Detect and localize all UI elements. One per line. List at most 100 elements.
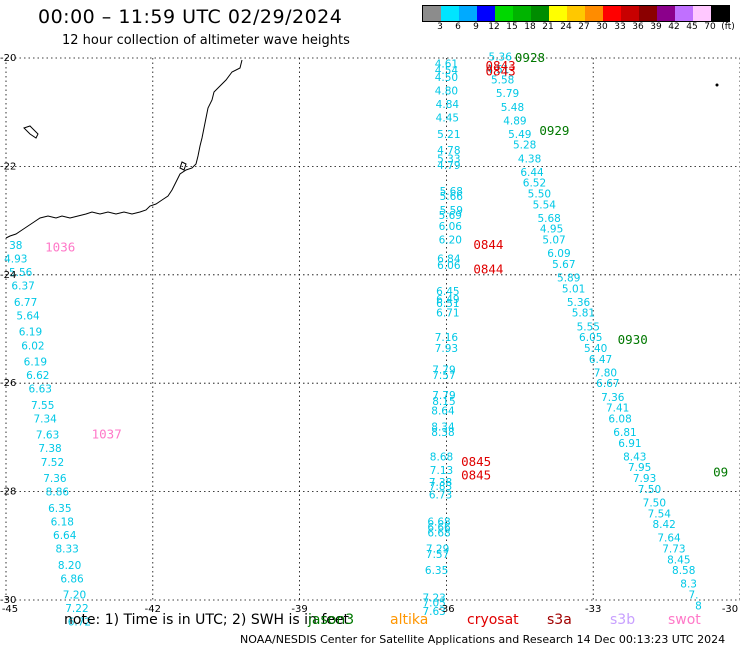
x-tick-label: -45 bbox=[2, 604, 18, 615]
wave-height-value: 6.73 bbox=[429, 489, 452, 501]
wave-height-value: 8 bbox=[695, 600, 702, 612]
wave-height-value: 7.57 bbox=[426, 549, 449, 561]
page-title: 00:00 – 11:59 UTC 02/29/2024 bbox=[38, 6, 343, 28]
wave-height-value: 5.55 bbox=[577, 321, 600, 333]
colorbar-label: 18 bbox=[524, 22, 536, 32]
wave-height-value: 7.54 bbox=[648, 508, 672, 520]
altimeter-tracks: 384.935.566.376.775.646.196.026.196.626.… bbox=[4, 51, 702, 628]
wave-height-value: 7. bbox=[688, 590, 698, 602]
wave-height-value: 7.79 bbox=[432, 390, 455, 402]
colorbar-label: 15 bbox=[506, 22, 518, 32]
colorbar-swatch bbox=[423, 6, 441, 21]
wave-height-value: 6.08 bbox=[608, 413, 631, 425]
colorbar-swatch bbox=[441, 6, 459, 21]
wave-height-value: 7.79 bbox=[432, 365, 455, 377]
wave-height-value: 7.36 bbox=[43, 473, 67, 485]
wave-height-value: 6.49 bbox=[436, 294, 459, 306]
wave-height-value: 7.20 bbox=[63, 590, 86, 602]
wave-height-value: 4.54 bbox=[435, 65, 459, 77]
x-tick-label: -39 bbox=[291, 604, 307, 615]
colorbar-label: 3 bbox=[437, 22, 443, 32]
pass-time-label: 0845 bbox=[461, 454, 491, 469]
wave-height-value: 6.47 bbox=[589, 354, 612, 366]
colorbar-swatch bbox=[459, 6, 477, 21]
wave-height-value: 7.23 bbox=[422, 592, 445, 604]
colorbar-label: 36 bbox=[632, 22, 644, 32]
colorbar bbox=[422, 5, 730, 22]
colorbar-swatch bbox=[693, 6, 711, 21]
wave-height-value: 7.55 bbox=[31, 400, 54, 412]
colorbar-label: 33 bbox=[614, 22, 626, 32]
wave-height-value: 6.35 bbox=[48, 503, 71, 515]
colorbar-swatch bbox=[495, 6, 513, 21]
colorbar-label: 45 bbox=[686, 22, 698, 32]
pass-time-label: 0930 bbox=[618, 332, 648, 347]
wave-height-value: 6.20 bbox=[439, 235, 462, 247]
wave-height-value: 8.68 bbox=[430, 451, 453, 463]
wave-height-value: 6.35 bbox=[425, 565, 448, 577]
island-2 bbox=[179, 161, 187, 171]
wave-height-value: 7.57 bbox=[432, 370, 455, 382]
wave-height-value: 5.56 bbox=[9, 267, 33, 279]
wave-height-value: 4.93 bbox=[4, 254, 27, 266]
pass-time-label: 0844 bbox=[473, 261, 503, 276]
x-tick-label: -33 bbox=[585, 604, 601, 615]
wave-height-value: 6.68 bbox=[427, 527, 450, 539]
footer-note: note: 1) Time is in UTC; 2) SWH is in fe… bbox=[64, 612, 350, 628]
wave-height-value: 6.18 bbox=[51, 516, 74, 528]
colorbar-label: (ft) bbox=[721, 22, 735, 32]
wave-height-value: 5.49 bbox=[508, 129, 531, 141]
wave-height-value: 5.58 bbox=[491, 75, 514, 87]
wave-height-value: 4.84 bbox=[436, 99, 460, 111]
pass-time-label: 0845 bbox=[461, 467, 491, 482]
wave-height-value: 8.3 bbox=[680, 579, 697, 591]
wave-height-value: 8.33 bbox=[55, 544, 78, 556]
wave-height-value: 5.33 bbox=[437, 153, 460, 165]
footer-credit: NOAA/NESDIS Center for Satellite Applica… bbox=[240, 633, 726, 646]
wave-height-value: 8.42 bbox=[652, 519, 675, 531]
wave-height-value: 6.67 bbox=[596, 378, 619, 390]
legend-entry-s3a: s3a bbox=[547, 612, 572, 628]
colorbar-label: 9 bbox=[473, 22, 479, 32]
axis-tick-labels: -45 -42 -39 -36 -33 -30 -20 -22 -24 -26 -28 -30 bbox=[0, 53, 738, 615]
wave-height-value: 8.38 bbox=[431, 427, 454, 439]
wave-height-value: 7.83 bbox=[429, 481, 452, 493]
wave-height-value: 5.67 bbox=[552, 259, 575, 271]
wave-height-value: 6.52 bbox=[523, 178, 546, 190]
wave-height-value: 6.02 bbox=[21, 340, 44, 352]
wave-height-value: 7.05 bbox=[422, 598, 445, 610]
wave-height-value: 6.19 bbox=[19, 327, 42, 339]
colorbar-label: 70 bbox=[704, 22, 716, 32]
coastline bbox=[5, 59, 243, 239]
lat-lon-grid bbox=[5, 57, 740, 601]
y-tick-label: -20 bbox=[0, 53, 16, 64]
wave-height-value: 7.38 bbox=[38, 443, 61, 455]
pass-time-label: 0929 bbox=[539, 123, 569, 138]
wave-height-value: 7.16 bbox=[435, 332, 459, 344]
y-tick-label: -28 bbox=[0, 487, 16, 498]
wave-height-value: 4.89 bbox=[503, 115, 526, 127]
wave-height-value: 7.93 bbox=[633, 473, 656, 485]
wave-height-value: 5.07 bbox=[542, 235, 565, 247]
wave-height-value: 6.51 bbox=[436, 298, 459, 310]
wave-height-value: 4.45 bbox=[436, 113, 459, 125]
legend-entry-swot: swot bbox=[668, 612, 701, 628]
island-1 bbox=[23, 125, 39, 139]
wave-height-value: 5.64 bbox=[16, 310, 40, 322]
wave-height-value: 7.95 bbox=[628, 462, 651, 474]
legend-entry-jason3: jason3 bbox=[308, 612, 355, 628]
wave-height-value: 4.38 bbox=[518, 153, 541, 165]
wave-height-value: 4.80 bbox=[435, 86, 458, 98]
colorbar-label: 24 bbox=[560, 22, 572, 32]
wave-height-value: 6.77 bbox=[14, 297, 37, 309]
page-subtitle: 12 hour collection of altimeter wave hei… bbox=[62, 33, 350, 48]
wave-height-value: 6.37 bbox=[11, 281, 34, 293]
colorbar-swatch bbox=[657, 6, 675, 21]
pass-time-label: 09 bbox=[713, 465, 728, 480]
colorbar-swatch bbox=[549, 6, 567, 21]
wave-height-value: 5.21 bbox=[437, 129, 460, 141]
wave-height-value: 8.58 bbox=[672, 565, 695, 577]
pass-time-label: 1037 bbox=[92, 427, 122, 442]
pass-time-label: 0843 bbox=[486, 58, 516, 73]
